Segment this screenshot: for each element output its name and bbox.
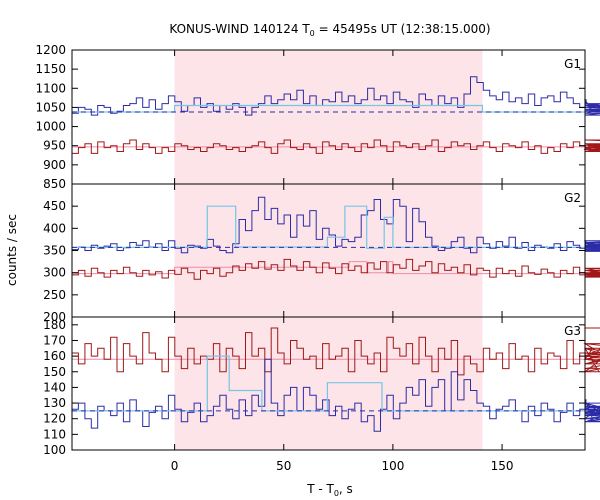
x-tick-label: 0 <box>171 459 179 473</box>
y-tick-label: 140 <box>43 380 66 394</box>
g1-red-series <box>72 139 600 154</box>
chart-title-subscript: 0 <box>310 29 315 38</box>
y-tick-label: 200 <box>43 310 66 324</box>
x-tick-label: 100 <box>381 459 404 473</box>
g2-red-model-line <box>72 261 585 275</box>
frame-layer: 0 50 100 150 <box>71 49 586 473</box>
panel-g1: 850 900 950 1000 1050 1100 1150 1200 G1 <box>35 43 600 191</box>
y-tick-label: 120 <box>43 412 66 426</box>
g3-red-series <box>72 327 600 376</box>
g2-red-series <box>72 258 600 280</box>
y-tick-label: 450 <box>43 199 66 213</box>
y-tick-label: 110 <box>43 427 66 441</box>
y-tick-label: 950 <box>43 139 66 153</box>
chart-title: KONUS-WIND 140124 T0 = 45495s UT (12:38:… <box>169 22 490 38</box>
plot-frame <box>71 49 586 451</box>
y-tick-label: 300 <box>43 266 66 280</box>
y-tick-label: 150 <box>43 365 66 379</box>
y-tick-label: 100 <box>43 443 66 457</box>
y-axis-label: counts / sec <box>5 214 19 286</box>
panel-g2: 200 250 300 350 400 450 G2 <box>43 184 600 324</box>
y-tick-label: 1150 <box>35 62 66 76</box>
y-tick-label: 900 <box>43 158 66 172</box>
x-axis-label-rest: , s <box>339 482 353 496</box>
panel-name-label: G1 <box>564 57 581 71</box>
y-tick-label: 160 <box>43 349 66 363</box>
y-tick-label: 180 <box>43 318 66 332</box>
panels-layer: 850 900 950 1000 1050 1100 1150 1200 G1 200 250 300… <box>35 43 600 457</box>
x-axis-label: T - T0, s <box>306 482 353 498</box>
g1-blue-series <box>72 76 600 116</box>
g2-blue-model-line <box>72 205 585 249</box>
x-axis-label-subscript: 0 <box>334 489 339 498</box>
y-tick-label: 1100 <box>35 81 66 95</box>
x-tick-label: 150 <box>491 459 514 473</box>
chart-title-rest: = 45495s UT (12:38:15.000) <box>315 22 491 36</box>
y-tick-label: 400 <box>43 221 66 235</box>
g2-blue-series <box>72 196 600 254</box>
y-tick-label: 850 <box>43 177 66 191</box>
y-tick-label: 1050 <box>35 100 66 114</box>
y-tick-label: 1200 <box>35 43 66 57</box>
y-tick-label: 1000 <box>35 120 66 134</box>
y-tick-label: 250 <box>43 288 66 302</box>
x-tick-label: 50 <box>276 459 291 473</box>
y-tick-label: 350 <box>43 244 66 258</box>
y-tick-label: 130 <box>43 396 66 410</box>
panel-name-label: G2 <box>564 191 581 205</box>
y-tick-label: 170 <box>43 333 66 347</box>
g3-blue-model-line <box>72 355 585 412</box>
panel-name-label: G3 <box>564 324 581 338</box>
